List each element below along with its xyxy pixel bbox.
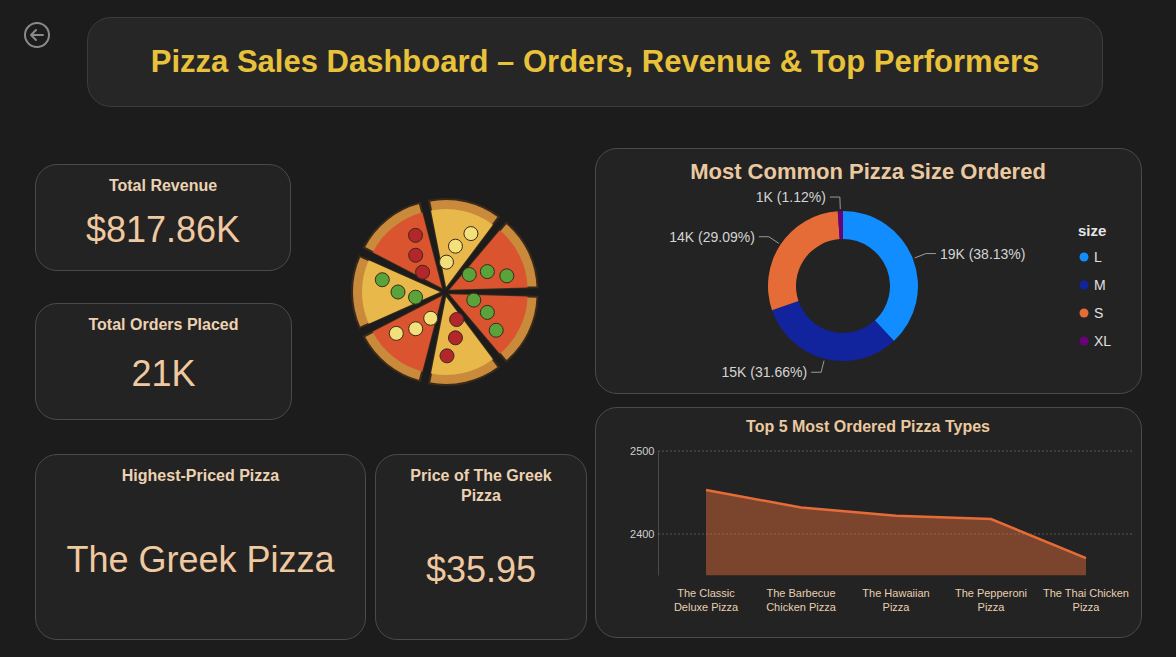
pizza-topping: [409, 290, 423, 304]
legend-label: M: [1094, 277, 1106, 293]
leader-line: [830, 197, 840, 209]
leader-line: [811, 361, 824, 373]
pizza-topping: [375, 273, 389, 287]
pizza-image: [352, 199, 538, 385]
x-tick-label: The Barbecue Chicken Pizza: [755, 586, 847, 614]
pizza-topping: [480, 305, 494, 319]
kpi-label: Total Orders Placed: [89, 315, 239, 335]
pizza-topping: [409, 248, 423, 262]
pizza-slice: [352, 256, 440, 328]
header-title: Pizza Sales Dashboard – Orders, Revenue …: [151, 44, 1039, 80]
data-label: 1K (1.12%): [756, 189, 826, 205]
pizza-topping: [439, 255, 453, 269]
chart-title: Top 5 Most Ordered Pizza Types: [746, 418, 990, 435]
chart-card: [595, 148, 1142, 394]
kpi-label: Highest-Priced Pizza: [122, 466, 279, 486]
y-tick-label: 2500: [630, 445, 654, 457]
pizza-cheese: [373, 213, 442, 289]
legend-marker: [1080, 337, 1089, 346]
legend-marker: [1080, 281, 1089, 290]
leader-line: [915, 254, 936, 258]
pizza-topping: [467, 293, 481, 307]
pizza-topping: [450, 313, 464, 327]
header-box: Pizza Sales Dashboard – Orders, Revenue …: [87, 17, 1103, 107]
chart-title: Most Common Pizza Size Ordered: [690, 159, 1046, 184]
pizza-topping: [489, 323, 503, 337]
legend-title: size: [1078, 222, 1106, 239]
back-icon: [25, 23, 49, 47]
pizza-topping: [448, 331, 462, 345]
area-line: [706, 490, 1086, 558]
pizza-topping: [409, 322, 423, 336]
pizza-cheese: [362, 260, 440, 323]
pizza-topping: [464, 227, 478, 241]
kpi-value: 21K: [131, 335, 195, 419]
x-tick-label: The Pepperoni Pizza: [945, 586, 1037, 614]
data-label: 14K (29.09%): [669, 229, 755, 245]
overlay: Most Common Pizza Size Ordered 19K (38.13…: [0, 0, 1176, 657]
pizza-topping: [500, 269, 514, 283]
kpi-card: Total Revenue$817.86K: [35, 164, 291, 271]
pizza-topping: [408, 228, 422, 242]
y-tick-label: 2400: [630, 528, 654, 540]
pizza-topping: [462, 268, 476, 282]
x-tick-label: The Hawaiian Pizza: [850, 586, 942, 614]
pizza-topping: [448, 239, 462, 253]
legend: size LMS XL: [1078, 222, 1111, 349]
pizza-slice: [364, 203, 442, 288]
donut-slice: [843, 211, 918, 341]
x-tick-label: The Thai Chicken Pizza: [1040, 586, 1132, 614]
legend-marker: [1080, 253, 1089, 262]
pizza-topping: [389, 326, 403, 340]
kpi-card: Total Orders Placed21K: [35, 303, 292, 420]
leader-line: [759, 237, 779, 244]
pizza-cheese: [431, 297, 493, 375]
donut-slice: [838, 211, 843, 239]
pizza-topping: [391, 285, 405, 299]
pizza-topping: [480, 265, 494, 279]
pizza-topping: [440, 349, 454, 363]
kpi-label: Price of The Greek Pizza: [401, 466, 561, 506]
pizza-slice: [450, 223, 538, 290]
kpi-value: $817.86K: [86, 196, 240, 270]
donut: [768, 211, 918, 361]
y-axis-line: [658, 451, 659, 576]
grid-line: [659, 451, 1134, 452]
donut-slice: [772, 301, 894, 361]
kpi-label: Total Revenue: [109, 176, 217, 196]
data-label: 19K (38.13%): [940, 246, 1026, 262]
legend-marker: [1080, 309, 1089, 318]
pizza-slice: [429, 297, 499, 385]
back-arrow: [31, 30, 43, 40]
kpi-value: $35.95: [426, 506, 536, 639]
area-fill: [706, 490, 1086, 575]
legend-label: L: [1094, 249, 1102, 265]
legend-label: XL: [1094, 333, 1111, 349]
kpi-value: The Greek Pizza: [66, 486, 334, 639]
pizza-topping: [424, 311, 438, 325]
x-tick-label: The Classic Deluxe Pizza: [660, 586, 752, 614]
pizza-cheese: [450, 230, 528, 289]
pizza-topping: [416, 265, 430, 279]
donut-slice: [768, 211, 840, 310]
data-label: 15K (31.66%): [721, 364, 807, 380]
plot-area: [706, 490, 1086, 575]
kpi-card: Price of The Greek Pizza$35.95: [375, 454, 587, 640]
kpi-card: Highest-Priced PizzaThe Greek Pizza: [35, 454, 366, 640]
legend-label: S: [1094, 305, 1103, 321]
